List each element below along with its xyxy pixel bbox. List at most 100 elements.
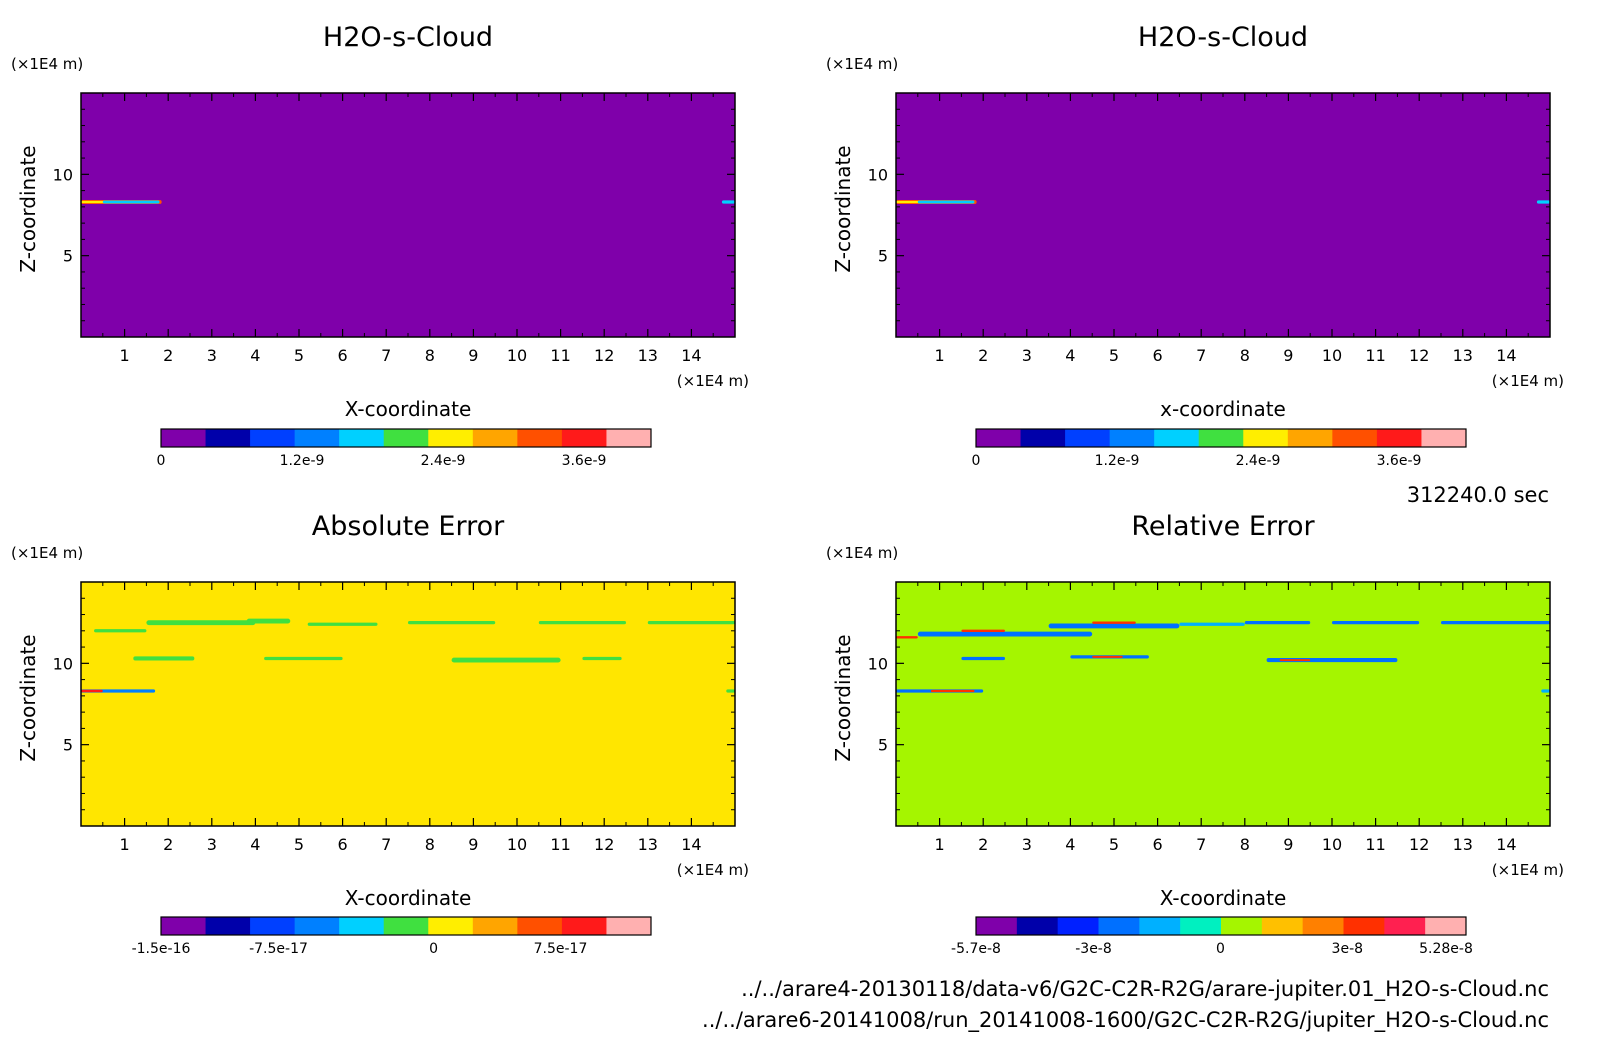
colorbar-frame [160,428,652,448]
colorbar-tick-label: -3e-8 [1075,941,1112,957]
colorbar-segment [250,917,296,935]
y-tick-label: 10 [53,654,73,673]
colorbar-segment [1016,917,1059,935]
x-tick-label: 2 [978,835,988,854]
x-tick-label: 10 [507,346,527,365]
y-tick-label: 10 [868,165,888,184]
contour-feature [1179,622,1245,626]
colorbar-segment [606,917,652,935]
x-tick-label: 13 [638,346,658,365]
contour-feature [917,631,1093,637]
contour-feature [146,620,256,626]
y-tick-label: 5 [63,736,73,755]
x-unit-label: (×1E4 m) [677,372,749,390]
x-tick-label: 4 [1065,835,1075,854]
x-tick-label: 13 [638,835,658,854]
colorbar-tick-label: 5.28e-8 [1419,941,1473,957]
x-tick-label: 13 [1453,835,1473,854]
x-tick-label: 14 [1496,346,1516,365]
x-tick-label: 14 [1496,835,1516,854]
colorbar-segment [472,917,518,935]
contour-feature [917,200,975,204]
plot-field [896,93,1550,337]
contour-feature [726,689,735,693]
colorbar-segment [561,429,607,447]
contour-feature [721,200,735,204]
x-axis-label: X-coordinate [345,886,472,910]
x-tick-label: 12 [594,346,614,365]
x-tick-label: 3 [1022,835,1032,854]
colorbar-segment [1343,917,1385,935]
file-path-1: ../../arare4-20130118/data-v6/G2C-C2R-R2… [741,977,1549,1002]
y-tick-label: 10 [868,654,888,673]
colorbar-tick-label: 7.5e-17 [534,941,588,957]
colorbar-segment [517,917,563,935]
x-tick-label: 4 [250,835,260,854]
colorbar-segment [1057,917,1099,935]
x-tick-label: 3 [207,835,217,854]
colorbar-frame [975,428,1467,448]
x-tick-label: 4 [1065,346,1075,365]
x-tick-label: 7 [381,835,391,854]
x-tick-label: 12 [594,835,614,854]
x-tick-label: 2 [163,835,173,854]
colorbar-segment [1425,917,1467,935]
colorbar-segment [1180,917,1222,935]
colorbar-tick-label: 0 [1216,941,1225,957]
x-tick-label: 5 [294,346,304,365]
colorbar-segment [383,917,429,935]
panel-2: H2O-s-Cloud (×1E4 m) (×1E4 m) x-coordinate Z… [826,22,1564,469]
colorbar-segment [294,917,340,935]
colorbar-tick-label: 1.2e-9 [1095,453,1140,469]
colorbar-segment [428,429,474,447]
colorbar-segment [1302,917,1344,935]
x-tick-label: 5 [1109,835,1119,854]
contour-feature [1266,658,1398,663]
colorbar-segment [428,917,474,935]
x-tick-label: 5 [1109,346,1119,365]
y-tick-label: 5 [878,736,888,755]
contour-feature [264,656,343,661]
plot-field [81,93,735,337]
y-unit-label: (×1E4 m) [11,544,83,562]
colorbar-segment [1287,429,1333,447]
colorbar-tick-label: 2.4e-9 [421,453,466,469]
y-axis-label: Z-coordinate [16,634,40,761]
x-tick-label: 14 [681,346,701,365]
colorbar-segment [339,917,385,935]
x-tick-label: 3 [1022,346,1032,365]
panel-title: Absolute Error [312,511,505,542]
x-tick-label: 11 [1365,346,1385,365]
colorbar-tick-label: 2.4e-9 [1236,453,1281,469]
x-tick-label: 3 [207,346,217,365]
contour-feature [1441,621,1550,625]
colorbar-segment [1221,917,1263,935]
time-label: 312240.0 sec [1407,483,1549,507]
colorbar-tick-label: 3e-8 [1332,941,1363,957]
contour-feature [94,629,147,633]
x-tick-label: 9 [468,835,478,854]
colorbar-tick-label: 0 [972,453,981,469]
x-tick-label: 11 [550,346,570,365]
contour-feature [102,200,160,204]
colorbar-tick-label: 3.6e-9 [562,453,607,469]
x-tick-label: 10 [1322,346,1342,365]
x-unit-label: (×1E4 m) [1492,861,1564,879]
colorbar-segment [250,429,296,447]
colorbar-frame [160,916,652,936]
x-tick-label: 7 [1196,835,1206,854]
contour-feature [1279,659,1311,662]
x-tick-label: 1 [120,346,130,365]
file-path-2: ../../arare6-20141008/run_20141008-1600/… [702,1008,1549,1033]
x-tick-label: 6 [1153,346,1163,365]
x-tick-label: 7 [1196,346,1206,365]
colorbar-tick-label: -7.5e-17 [249,941,308,957]
panel-1: H2O-s-Cloud (×1E4 m) (×1E4 m) X-coordinate Z… [11,22,749,469]
y-unit-label: (×1E4 m) [11,55,83,73]
x-tick-label: 1 [120,835,130,854]
colorbar-segment [1332,429,1378,447]
y-tick-label: 5 [63,247,73,266]
colorbar-segment [1154,429,1200,447]
contour-feature [1092,655,1123,658]
colorbar-tick-label: 1.2e-9 [280,453,325,469]
